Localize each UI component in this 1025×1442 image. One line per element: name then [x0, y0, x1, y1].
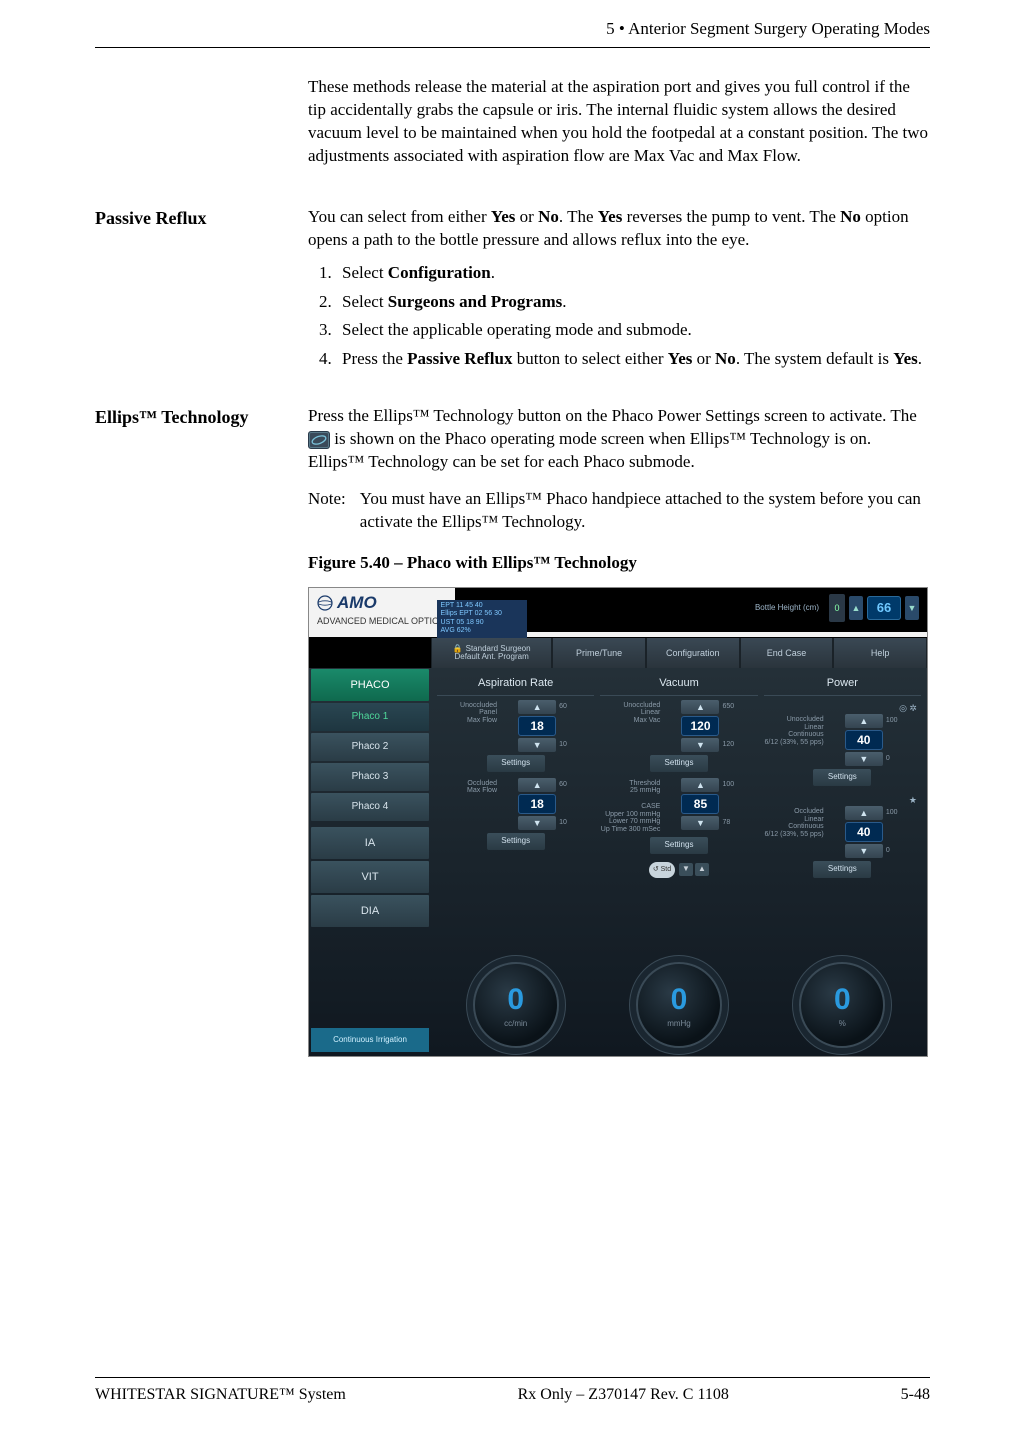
block-label: OccludedMax Flow	[437, 778, 497, 830]
note-text: You must have an Ellips™ Phaco handpiece…	[360, 488, 930, 534]
dial[interactable]: 0cc/min	[473, 962, 559, 1048]
settings-button[interactable]: Settings	[813, 769, 871, 786]
footer-center: Rx Only – Z370147 Rev. C 1108	[518, 1384, 729, 1406]
logo: AMO	[317, 592, 445, 615]
header-chapter: 5	[606, 19, 615, 38]
down-arrow-icon[interactable]: ▼	[518, 738, 556, 752]
col-title-2: Power	[764, 674, 921, 696]
bottle-up-icon[interactable]: ▲	[849, 596, 863, 620]
footer-left: WHITESTAR SIGNATURE™ System	[95, 1384, 346, 1406]
intro-paragraph: These methods release the material at th…	[308, 76, 930, 168]
passive-paragraph: You can select from either Yes or No. Th…	[308, 206, 930, 252]
bottle-height-indicator: 0	[829, 594, 845, 622]
value-field[interactable]: 40	[845, 822, 883, 842]
step-2: Select Surgeons and Programs.	[336, 291, 930, 314]
header-title: • Anterior Segment Surgery Operating Mod…	[619, 19, 930, 38]
dial[interactable]: 0%	[799, 962, 885, 1048]
up-arrow-icon[interactable]: ▲	[518, 778, 556, 792]
dial[interactable]: 0mmHg	[636, 962, 722, 1048]
up-arrow-icon[interactable]: ▲	[845, 714, 883, 728]
down-arrow-icon[interactable]: ▼	[845, 752, 883, 766]
up-arrow-icon[interactable]: ▲	[518, 700, 556, 714]
bottle-height-label: Bottle Height (cm)	[755, 603, 819, 614]
value-field[interactable]: 40	[845, 730, 883, 750]
settings-button[interactable]: Settings	[650, 837, 708, 854]
block-label: UnoccludedLinearContinuous6/12 (33%, 55 …	[764, 714, 824, 766]
value-field[interactable]: 85	[681, 794, 719, 814]
ellips-indicator-icon: ◎ ✲	[764, 702, 917, 714]
mini-up-icon[interactable]: ▲	[695, 863, 709, 876]
tab-endcase[interactable]: End Case	[740, 638, 834, 668]
up-arrow-icon[interactable]: ▲	[845, 806, 883, 820]
sidebar-phaco[interactable]: PHACO	[311, 669, 429, 701]
tab-help[interactable]: Help	[833, 638, 927, 668]
intro-left	[95, 76, 290, 178]
block-label: Threshold25 mmHg CASEUpper 100 mmHgLower…	[600, 778, 660, 834]
col-title-0: Aspiration Rate	[437, 674, 594, 696]
continuous-irrigation-button[interactable]: Continuous Irrigation	[311, 1028, 429, 1052]
sidebar-phaco4[interactable]: Phaco 4	[311, 793, 429, 821]
star-icon: ★	[764, 794, 917, 806]
down-arrow-icon[interactable]: ▼	[681, 738, 719, 752]
col-title-1: Vacuum	[600, 674, 757, 696]
sidebar-ia[interactable]: IA	[311, 827, 429, 859]
page-footer: WHITESTAR SIGNATURE™ System Rx Only – Z3…	[95, 1377, 930, 1406]
block-label: UnoccludedLinearMax Vac	[600, 700, 660, 752]
note-label: Note:	[308, 488, 346, 534]
step-4: Press the Passive Reflux button to selec…	[336, 348, 930, 371]
value-field[interactable]: 120	[681, 716, 719, 736]
figure-title: Figure 5.40 – Phaco with Ellips™ Technol…	[308, 552, 930, 575]
value-field[interactable]: 18	[518, 794, 556, 814]
std-button[interactable]: ↺ Std	[649, 862, 675, 878]
ellips-heading: Ellips™ Technology	[95, 405, 290, 1057]
sidebar-phaco3[interactable]: Phaco 3	[311, 763, 429, 791]
block-label: OccludedLinearContinuous6/12 (33%, 55 pp…	[764, 806, 824, 858]
settings-button[interactable]: Settings	[487, 755, 545, 772]
phaco-screenshot: AMO ADVANCED MEDICAL OPTICS EPT 11 45 40…	[308, 587, 928, 1057]
passive-steps: Select Configuration. Select Surgeons an…	[308, 262, 930, 372]
ellips-icon	[308, 431, 330, 449]
value-field[interactable]: 18	[518, 716, 556, 736]
ellips-note: Note: You must have an Ellips™ Phaco han…	[308, 488, 930, 534]
tab-config[interactable]: Configuration	[646, 638, 740, 668]
up-arrow-icon[interactable]: ▲	[681, 778, 719, 792]
bottle-down-icon[interactable]: ▼	[905, 596, 919, 620]
tab-prime[interactable]: Prime/Tune	[552, 638, 646, 668]
settings-button[interactable]: Settings	[650, 755, 708, 772]
sidebar-dia[interactable]: DIA	[311, 895, 429, 927]
down-arrow-icon[interactable]: ▼	[681, 816, 719, 830]
step-1: Select Configuration.	[336, 262, 930, 285]
stats-panel: EPT 11 45 40 Ellips EPT 02 56 30 UST 05 …	[437, 600, 527, 638]
footer-right: 5-48	[901, 1384, 930, 1406]
sidebar: PHACO Phaco 1 Phaco 2 Phaco 3 Phaco 4 IA…	[309, 668, 431, 1056]
passive-heading: Passive Reflux	[95, 206, 290, 378]
mini-down-icon[interactable]: ▼	[679, 863, 693, 876]
tab-program[interactable]: 🔒Standard SurgeonDefault Ant. Program	[431, 638, 552, 668]
page-header: 5 • Anterior Segment Surgery Operating M…	[95, 18, 930, 48]
bottle-height-value[interactable]: 66	[867, 596, 901, 620]
ellips-paragraph: Press the Ellips™ Technology button on t…	[308, 405, 930, 474]
sidebar-phaco1[interactable]: Phaco 1	[311, 703, 429, 731]
step-3: Select the applicable operating mode and…	[336, 319, 930, 342]
block-label: UnoccludedPanelMax Flow	[437, 700, 497, 752]
down-arrow-icon[interactable]: ▼	[845, 844, 883, 858]
sidebar-phaco2[interactable]: Phaco 2	[311, 733, 429, 761]
tab-bar: 🔒Standard SurgeonDefault Ant. Program Pr…	[309, 638, 927, 668]
settings-button[interactable]: Settings	[813, 861, 871, 878]
up-arrow-icon[interactable]: ▲	[681, 700, 719, 714]
logo-sub: ADVANCED MEDICAL OPTICS	[317, 615, 445, 627]
settings-button[interactable]: Settings	[487, 833, 545, 850]
down-arrow-icon[interactable]: ▼	[518, 816, 556, 830]
sidebar-vit[interactable]: VIT	[311, 861, 429, 893]
